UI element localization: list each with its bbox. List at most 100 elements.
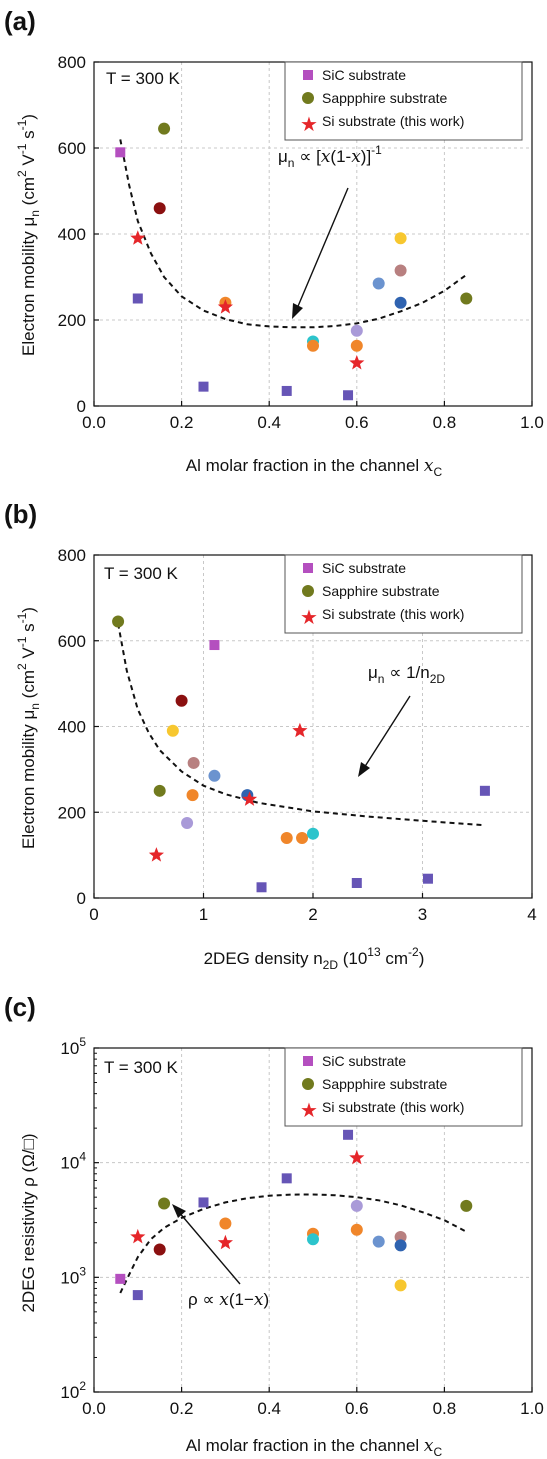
annotation-arrow-c (177, 1210, 241, 1285)
data-point-square-b (351, 877, 362, 888)
legend-sic-b: SiC substrate (322, 560, 406, 576)
data-point-circle-c (219, 1217, 232, 1230)
fit-curve-b (117, 623, 483, 827)
legend-box-c (284, 1047, 523, 1127)
y-axis-label-a: Electron mobility μn (cm2 V-1 s-1) (15, 114, 42, 356)
x-tick-label-b: 0 (89, 905, 98, 924)
legend-sapphire-a: Sappphire substrate (322, 90, 448, 106)
data-point-circle-c (394, 1230, 407, 1243)
data-point-circle-a (153, 202, 166, 215)
data-point-circle-c (460, 1199, 473, 1212)
fit-curve-c (119, 1193, 467, 1294)
data-point-star-c (349, 1149, 365, 1165)
temperature-label-b: T = 300 K (104, 564, 179, 583)
data-point-square-b (479, 785, 490, 796)
data-point-circle-a (372, 277, 385, 290)
data-point-star-a (130, 230, 146, 245)
annotation-text-b: μn ∝ 1/n2D (368, 663, 445, 686)
y-tick-label-b: 800 (58, 546, 86, 565)
data-point-star-a (217, 299, 233, 314)
y-tick-label-c: 105 (60, 1035, 86, 1058)
y-tick-label-b: 600 (58, 632, 86, 651)
x-tick-label-c: 0.6 (345, 1399, 369, 1418)
y-tick-label-b: 200 (58, 803, 86, 822)
data-point-circle-a (394, 296, 407, 309)
plot-area-a: 0.0 0.2 0.4 0.6 0.8 1.0 0 200 400 600 800 (58, 53, 544, 432)
data-point-square-c (281, 1173, 292, 1184)
legend-box-b (284, 554, 523, 634)
x-tick-label-a: 0.2 (170, 413, 194, 432)
y-tick-label-a: 400 (58, 225, 86, 244)
x-tick-label-c: 0.2 (170, 1399, 194, 1418)
data-point-star-b (148, 847, 164, 862)
x-tick-label-a: 0.6 (345, 413, 369, 432)
legend-sapphire-b: Sapphire substrate (322, 583, 440, 599)
panel-label-a: (a) (4, 6, 36, 36)
annotation-text-a: μn ∝ [x(1-x)]-1 (278, 143, 382, 170)
legend-marker-si-b: ★ (300, 607, 318, 629)
legend-sic-c: SiC substrate (322, 1053, 406, 1069)
data-point-circle-b (280, 831, 293, 844)
data-point-circle-c (394, 1279, 407, 1292)
data-point-square-b (422, 873, 433, 884)
data-point-circle-b (181, 816, 194, 829)
annotation-a: μn ∝ [x(1-x)]-1 (278, 143, 382, 319)
legend-si-c: Si substrate (this work) (322, 1099, 464, 1115)
data-point-circle-c (372, 1235, 385, 1248)
x-tick-label-c: 0.8 (433, 1399, 457, 1418)
legend-marker-sic-c (303, 1056, 313, 1066)
x-tick-label-b: 3 (418, 905, 427, 924)
data-point-circle-a (460, 292, 473, 305)
temperature-label-c: T = 300 K (104, 1058, 179, 1077)
y-tick-label-b: 0 (77, 889, 86, 908)
legend-marker-sapphire-b (302, 585, 314, 597)
legend-si-b: Si substrate (this work) (322, 606, 464, 622)
plot-area-b: 0 1 2 3 4 0 200 400 600 800 (58, 546, 537, 924)
legend-marker-sapphire-c (302, 1078, 314, 1090)
x-tick-label-a: 0.0 (82, 413, 106, 432)
data-point-circle-b (187, 756, 200, 769)
data-point-circle-b (166, 724, 179, 737)
y-tick-label-c: 104 (60, 1150, 86, 1173)
x-tick-label-a: 1.0 (520, 413, 544, 432)
x-tick-label-b: 2 (308, 905, 317, 924)
x-tick-label-c: 0.4 (257, 1399, 281, 1418)
data-point-square-a (281, 385, 292, 396)
legend-sapphire-c: Sappphire substrate (322, 1076, 448, 1092)
fit-curve-a (119, 139, 467, 329)
x-axis-label-b: 2DEG density n2D (1013 cm-2) (204, 945, 425, 972)
data-point-star-a (349, 355, 365, 370)
legend-si-a: Si substrate (this work) (322, 113, 464, 129)
data-point-circle-b (186, 789, 199, 802)
data-point-circle-a (394, 264, 407, 277)
annotation-arrowhead-b (358, 762, 370, 777)
data-point-star-b (241, 791, 258, 806)
legend-marker-sic-b (303, 563, 313, 573)
legend-c: SiC substrate Sappphire substrate ★ Si s… (284, 1047, 523, 1127)
data-point-star-c (130, 1228, 146, 1244)
annotation-b: μn ∝ 1/n2D (358, 663, 445, 777)
data-point-square-a (132, 293, 143, 304)
data-point-circle-c (153, 1243, 166, 1256)
x-tick-label-b: 4 (527, 905, 536, 924)
legend-b: SiC substrate Sapphire substrate ★ Si su… (284, 554, 523, 634)
data-point-square-a (115, 147, 126, 158)
plot-area-c: 0.0 0.2 0.4 0.6 0.8 1.0 102 103 104 105 (60, 1035, 543, 1418)
annotation-arrow-a (295, 187, 349, 312)
panel-label-b: (b) (4, 499, 37, 529)
data-point-circle-b (175, 694, 188, 707)
x-tick-label-c: 1.0 (520, 1399, 544, 1418)
x-tick-label-b: 1 (199, 905, 208, 924)
x-tick-label-c: 0.0 (82, 1399, 106, 1418)
panel-a: (a) 0.0 0.2 0.4 0.6 0.8 1.0 0 200 400 600 800 T = … (4, 6, 544, 479)
data-point-star-c (217, 1234, 233, 1250)
y-tick-label-a: 200 (58, 311, 86, 330)
panel-c: (c) 0.0 0.2 0.4 0.6 0.8 1.0 102 103 104 105 T = 3… (4, 992, 544, 1459)
data-point-circle-a (307, 339, 319, 352)
y-tick-label-b: 400 (58, 718, 86, 737)
annotation-text-c: ρ ∝ x(1−x) (188, 1290, 269, 1310)
legend-sic-a: SiC substrate (322, 67, 406, 83)
data-point-square-c (343, 1129, 354, 1140)
data-point-square-b (209, 640, 220, 651)
